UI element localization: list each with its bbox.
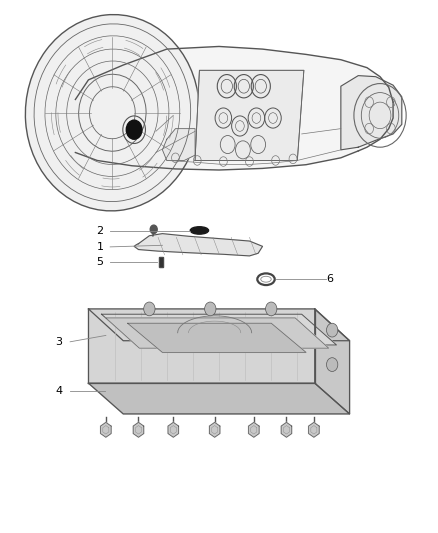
Polygon shape: [88, 309, 350, 341]
Text: 1: 1: [97, 242, 104, 252]
Polygon shape: [195, 70, 304, 160]
Ellipse shape: [190, 227, 208, 234]
Text: 5: 5: [97, 257, 104, 266]
Ellipse shape: [25, 14, 199, 211]
Ellipse shape: [261, 276, 271, 282]
Polygon shape: [134, 233, 262, 256]
Polygon shape: [127, 323, 306, 352]
Polygon shape: [281, 422, 292, 437]
Polygon shape: [75, 46, 393, 170]
Text: 2: 2: [96, 226, 104, 236]
Circle shape: [205, 302, 216, 316]
Circle shape: [265, 302, 277, 316]
Polygon shape: [309, 422, 319, 437]
Polygon shape: [88, 309, 315, 383]
Polygon shape: [88, 383, 350, 414]
Circle shape: [126, 120, 142, 139]
Polygon shape: [209, 422, 220, 437]
Text: 4: 4: [55, 386, 62, 396]
Polygon shape: [106, 318, 328, 348]
Circle shape: [326, 358, 338, 372]
Polygon shape: [133, 422, 144, 437]
Polygon shape: [341, 76, 402, 150]
Polygon shape: [248, 422, 259, 437]
Polygon shape: [315, 309, 350, 414]
Circle shape: [144, 302, 155, 316]
Polygon shape: [162, 128, 195, 160]
Polygon shape: [168, 422, 179, 437]
Polygon shape: [102, 314, 336, 345]
Text: 3: 3: [55, 337, 62, 347]
Text: 6: 6: [326, 274, 333, 284]
Polygon shape: [101, 422, 111, 437]
Circle shape: [150, 225, 157, 233]
Circle shape: [326, 323, 338, 337]
Polygon shape: [159, 257, 163, 266]
